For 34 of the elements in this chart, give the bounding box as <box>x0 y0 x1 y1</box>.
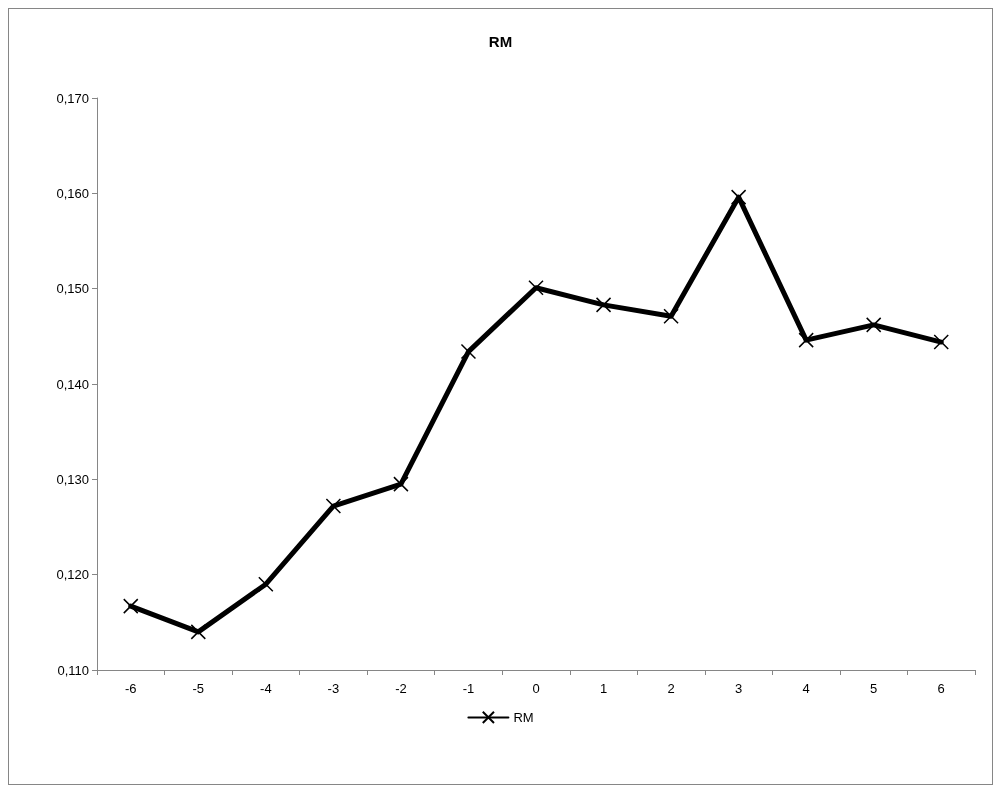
y-tick-label: 0,110 <box>57 662 89 678</box>
point <box>528 279 544 296</box>
x-tick-label: -2 <box>395 681 407 696</box>
y-tick-label: 0,160 <box>56 185 89 201</box>
point <box>933 334 949 350</box>
point <box>393 476 409 492</box>
y-tick-label: 0,130 <box>56 471 89 487</box>
x-tick-label: -4 <box>260 681 272 696</box>
x-tick-label: 3 <box>735 681 743 696</box>
y-tick-label: 0,120 <box>56 567 89 583</box>
point <box>730 189 747 205</box>
point <box>595 297 612 313</box>
y-tick-label: 0,140 <box>56 376 89 392</box>
x-tick-label: 2 <box>667 681 675 696</box>
x-tick-label: 0 <box>532 681 540 696</box>
point <box>663 308 679 325</box>
point <box>325 498 342 514</box>
y-tick-label: 0,150 <box>56 281 89 297</box>
x-tick-label: -6 <box>124 681 137 696</box>
x-tick-label: 4 <box>802 681 810 696</box>
y-tick-label: 0,170 <box>56 90 89 106</box>
legend-label: RM <box>513 709 534 725</box>
point <box>190 624 207 640</box>
x-tick-label: 6 <box>937 681 945 696</box>
chart-title: RM <box>488 33 513 50</box>
point <box>123 598 139 614</box>
point <box>865 317 882 333</box>
point <box>258 576 274 592</box>
x-tick-label: 5 <box>870 681 878 696</box>
x-tick-label: 1 <box>599 681 608 696</box>
x-tick-label: -3 <box>327 681 340 696</box>
x-tick-label: -5 <box>192 681 205 696</box>
x-tick-label: -1 <box>462 681 475 696</box>
point <box>798 332 814 348</box>
